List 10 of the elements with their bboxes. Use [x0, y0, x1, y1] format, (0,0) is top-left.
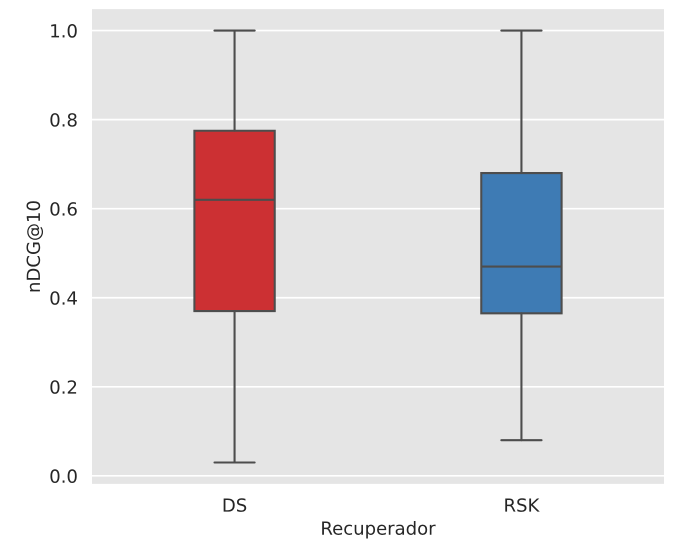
y-tick-label: 0.2: [50, 380, 76, 394]
y-tick-label: 0.0: [50, 469, 77, 483]
y-tick-label: 1.0: [51, 24, 77, 38]
x-tick-label: RSK: [505, 498, 540, 512]
y-tick-label: 0.4: [50, 291, 77, 305]
x-axis-title: Recuperador: [322, 520, 436, 538]
y-axis-title: nDCG@10: [26, 201, 44, 292]
x-tick-label: DS: [224, 498, 246, 512]
y-tick-label: 0.8: [50, 113, 77, 127]
y-tick-label: 0.6: [50, 202, 77, 216]
